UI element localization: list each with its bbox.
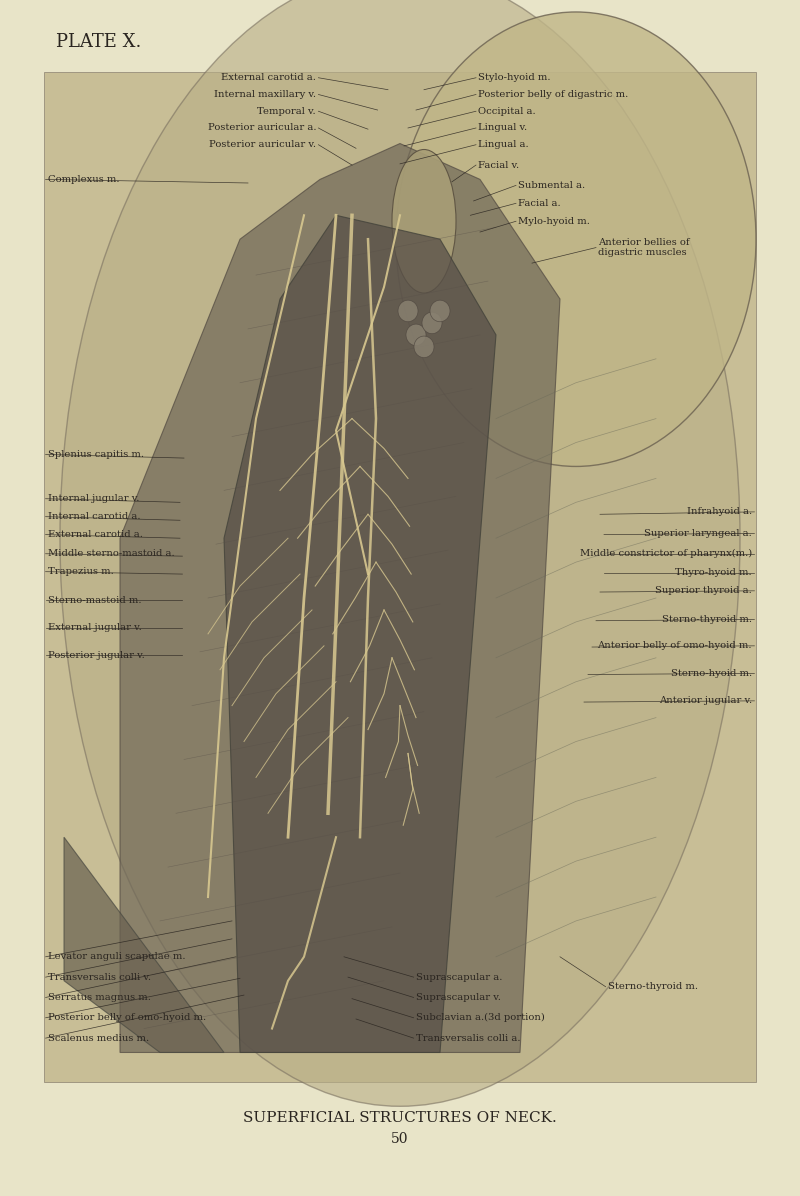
Text: Sterno-mastoid m.: Sterno-mastoid m. [48, 596, 142, 605]
Text: Anterior belly of omo-hyoid m.: Anterior belly of omo-hyoid m. [598, 641, 752, 651]
Ellipse shape [396, 12, 756, 466]
Text: Stylo-hyoid m.: Stylo-hyoid m. [478, 73, 551, 83]
Text: PLATE X.: PLATE X. [56, 32, 142, 51]
Ellipse shape [414, 336, 434, 358]
Text: SUPERFICIAL STRUCTURES OF NECK.: SUPERFICIAL STRUCTURES OF NECK. [243, 1111, 557, 1125]
Ellipse shape [422, 312, 442, 334]
Text: Splenius capitis m.: Splenius capitis m. [48, 450, 144, 459]
Text: Superior thyroid a.: Superior thyroid a. [655, 586, 752, 596]
Text: Suprascapular a.: Suprascapular a. [416, 972, 502, 982]
Text: Thyro-hyoid m.: Thyro-hyoid m. [675, 568, 752, 578]
Text: Subclavian a.(3d portion): Subclavian a.(3d portion) [416, 1013, 545, 1023]
Text: Submental a.: Submental a. [518, 181, 586, 190]
Polygon shape [120, 144, 560, 1052]
Text: Scalenus medius m.: Scalenus medius m. [48, 1033, 149, 1043]
Text: Facial a.: Facial a. [518, 199, 561, 208]
Text: Transversalis colli a.: Transversalis colli a. [416, 1033, 521, 1043]
Text: Occipital a.: Occipital a. [478, 106, 536, 116]
Text: Temporal v.: Temporal v. [258, 106, 316, 116]
Text: External carotid a.: External carotid a. [48, 530, 143, 539]
Text: Lingual a.: Lingual a. [478, 140, 529, 150]
Text: Posterior auricular v.: Posterior auricular v. [209, 140, 316, 150]
Text: Posterior belly of digastric m.: Posterior belly of digastric m. [478, 90, 629, 99]
Text: Lingual v.: Lingual v. [478, 123, 527, 133]
Ellipse shape [392, 150, 456, 293]
Text: Levator anguli scapulae m.: Levator anguli scapulae m. [48, 952, 186, 962]
Text: Middle sterno-mastoid a.: Middle sterno-mastoid a. [48, 549, 174, 559]
Text: 50: 50 [391, 1131, 409, 1146]
Polygon shape [64, 837, 224, 1052]
Ellipse shape [60, 0, 740, 1106]
Text: Complexus m.: Complexus m. [48, 175, 119, 184]
Text: Posterior auricular a.: Posterior auricular a. [207, 123, 316, 133]
Text: Internal jugular v.: Internal jugular v. [48, 494, 139, 504]
Polygon shape [224, 215, 496, 1052]
Ellipse shape [398, 300, 418, 322]
Text: Sterno-thyroid m.: Sterno-thyroid m. [662, 615, 752, 624]
Text: Internal maxillary v.: Internal maxillary v. [214, 90, 316, 99]
Text: Anterior bellies of
digastric muscles: Anterior bellies of digastric muscles [598, 238, 690, 257]
FancyBboxPatch shape [44, 72, 756, 1082]
Text: Superior laryngeal a.: Superior laryngeal a. [644, 529, 752, 538]
Text: Sterno-thyroid m.: Sterno-thyroid m. [608, 982, 698, 991]
Text: Posterior belly of omo-hyoid m.: Posterior belly of omo-hyoid m. [48, 1013, 206, 1023]
Text: Mylo-hyoid m.: Mylo-hyoid m. [518, 216, 590, 226]
Ellipse shape [430, 300, 450, 322]
Text: Transversalis colli v.: Transversalis colli v. [48, 972, 151, 982]
Text: External jugular v.: External jugular v. [48, 623, 142, 633]
Text: Internal carotid a.: Internal carotid a. [48, 512, 141, 521]
Text: Infrahyoid a.: Infrahyoid a. [687, 507, 752, 517]
Text: Trapezius m.: Trapezius m. [48, 567, 114, 576]
Text: Facial v.: Facial v. [478, 160, 519, 170]
Text: Suprascapular v.: Suprascapular v. [416, 993, 501, 1002]
Ellipse shape [406, 324, 426, 346]
Text: Anterior jugular v.: Anterior jugular v. [659, 696, 752, 706]
Text: Posterior jugular v.: Posterior jugular v. [48, 651, 145, 660]
Text: External carotid a.: External carotid a. [221, 73, 316, 83]
Text: Serratus magnus m.: Serratus magnus m. [48, 993, 151, 1002]
Text: Middle constrictor of pharynx(m.): Middle constrictor of pharynx(m.) [580, 549, 752, 559]
Text: Sterno-hyoid m.: Sterno-hyoid m. [671, 669, 752, 678]
